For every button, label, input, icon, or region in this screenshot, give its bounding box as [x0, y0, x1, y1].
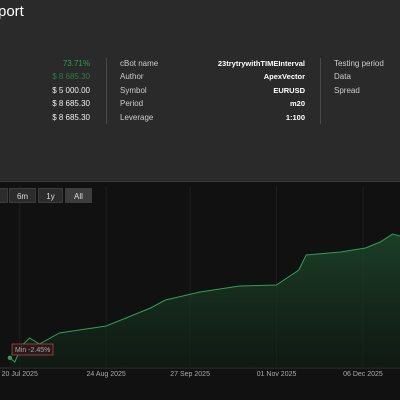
detail-value: EURUSD	[273, 86, 305, 95]
separator	[320, 58, 321, 124]
range-button[interactable]	[0, 188, 8, 203]
detail-label: Author	[120, 72, 144, 81]
equity-area	[9, 234, 400, 368]
separator	[106, 58, 107, 124]
range-button[interactable]: 1y	[38, 188, 63, 203]
summary-value: $ 8 685.30	[52, 113, 90, 122]
detail-label: cBot name	[120, 59, 159, 68]
title: port	[0, 3, 24, 20]
summary-value: $ 8 685.30	[52, 99, 90, 108]
x-tick-label: 27 Sep 2025	[170, 371, 210, 378]
x-tick-label: 06 Dec 2025	[343, 371, 383, 378]
x-tick-label: 24 Aug 2025	[87, 371, 126, 378]
equity-line	[9, 233, 400, 363]
x-tick-label: 01 Nov 2025	[257, 371, 297, 378]
detail-label: Symbol	[120, 86, 147, 95]
detail-label: Spread	[334, 86, 360, 95]
summary-value: $ 8 685.30	[52, 72, 90, 81]
range-button[interactable]: 6m	[9, 188, 36, 203]
detail-label: Data	[334, 72, 351, 81]
x-tick-label: 20 Jul 2025	[2, 371, 38, 378]
detail-label: Testing period	[334, 59, 384, 68]
detail-label: Leverage	[120, 113, 154, 122]
detail-label: Period	[120, 99, 144, 108]
detail-value: ApexVector	[263, 72, 305, 81]
detail-value: 1:100	[285, 113, 305, 122]
summary-value: $ 5 000.00	[52, 86, 90, 95]
annotation: Min -2.45%	[15, 347, 50, 354]
detail-value: 23trytrywithTIMEInterval	[217, 59, 305, 68]
annotation-box	[11, 343, 54, 356]
start-point	[7, 355, 13, 361]
summary-value: 73.71%	[62, 59, 90, 68]
detail-value: m20	[289, 99, 305, 108]
range-button[interactable]: All	[65, 188, 92, 203]
report-header: port	[0, 0, 400, 182]
